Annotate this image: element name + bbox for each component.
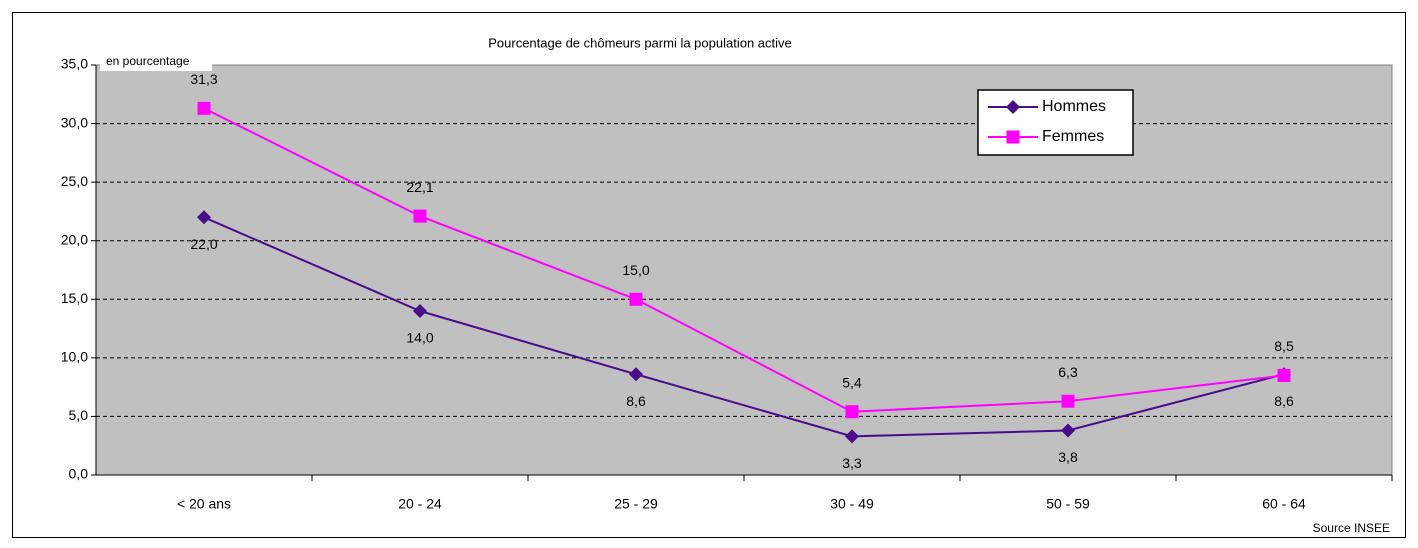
- data-label: 14,0: [406, 330, 433, 346]
- data-point: [413, 209, 427, 223]
- data-point: [845, 405, 859, 419]
- x-tick-label: 20 - 24: [398, 496, 442, 512]
- y-tick-label: 35,0: [61, 56, 88, 72]
- y-tick-label: 15,0: [61, 290, 88, 306]
- legend-box: [977, 89, 1134, 156]
- data-label: 8,6: [626, 393, 646, 409]
- series-line: [203, 107, 1285, 413]
- y-tick-label: 25,0: [61, 173, 88, 189]
- legend-marker: [1006, 100, 1020, 114]
- series-line: [203, 216, 1285, 438]
- data-label: 8,6: [1274, 393, 1294, 409]
- x-tick-label: < 20 ans: [177, 496, 231, 512]
- x-tick-label: 30 - 49: [830, 496, 874, 512]
- x-tick-label: 25 - 29: [614, 496, 658, 512]
- data-point: [197, 101, 211, 115]
- data-point: [413, 304, 427, 318]
- data-label: 3,8: [1058, 449, 1078, 465]
- y-tick-label: 5,0: [69, 407, 89, 423]
- data-point: [629, 292, 643, 306]
- data-label: 5,4: [842, 374, 862, 390]
- data-label: 8,5: [1274, 338, 1294, 354]
- legend-label: Femmes: [1042, 128, 1104, 145]
- data-label: 3,3: [842, 455, 862, 471]
- legend-marker: [1006, 130, 1020, 144]
- data-point: [629, 367, 643, 382]
- y-tick-label: 10,0: [61, 349, 88, 365]
- data-label: 22,1: [406, 179, 433, 195]
- x-tick-label: 60 - 64: [1262, 496, 1306, 512]
- data-label: 6,3: [1058, 364, 1078, 380]
- data-point: [1061, 394, 1075, 408]
- y-tick-label: 0,0: [69, 466, 89, 482]
- x-tick-label: 50 - 59: [1046, 496, 1090, 512]
- data-label: 31,3: [190, 71, 217, 87]
- y-axis-label: en pourcentage: [106, 54, 190, 68]
- y-tick-label: 20,0: [61, 231, 88, 247]
- data-point: [1061, 423, 1075, 438]
- source-note: Source INSEE: [1313, 521, 1390, 535]
- chart-title: Pourcentage de chômeurs parmi la populat…: [488, 35, 792, 50]
- legend-label: Hommes: [1042, 98, 1106, 115]
- data-label: 15,0: [622, 262, 649, 278]
- y-tick-label: 30,0: [61, 114, 88, 130]
- y-label-box: [100, 53, 212, 71]
- plot-area: [95, 64, 1393, 476]
- data-point: [845, 429, 859, 444]
- data-point: [1277, 368, 1291, 382]
- data-label: 22,0: [190, 236, 217, 252]
- data-point: [197, 210, 211, 225]
